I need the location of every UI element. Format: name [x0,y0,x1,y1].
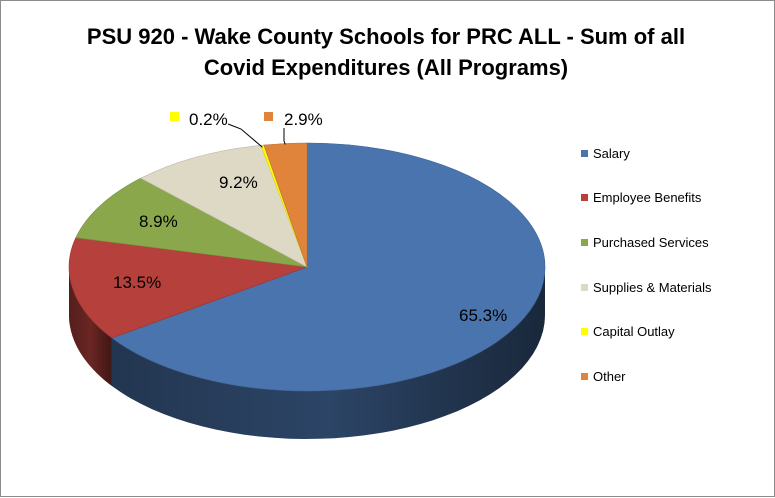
legend-label-other: Other [593,368,626,384]
legend-swatch-purchased-services [581,238,588,246]
pie-slices [68,142,546,392]
legend: Salary Employee Benefits Purchased Servi… [581,131,771,399]
legend-label-capital-outlay: Capital Outlay [593,324,675,340]
data-label-swatch-capital-outlay [170,112,179,121]
pie-slice-employee-benefits [68,237,308,339]
legend-label-salary: Salary [593,145,630,161]
legend-swatch-supplies-materials [581,283,588,291]
data-labels: 65.3% 13.5% 8.9% 9.2% 0.2% 2.9% [113,110,507,325]
data-label-supplies-materials: 9.2% [219,173,258,192]
data-label-swatch-other [264,112,273,121]
chart-title: PSU 920 - Wake County Schools for PRC AL… [41,21,731,83]
pie-side-shading-salary [111,267,546,439]
chart-title-line-1: PSU 920 - Wake County Schools for PRC AL… [86,24,686,49]
legend-swatch-capital-outlay [581,328,588,336]
pie-slice-salary [111,142,546,392]
leader-lines [227,123,286,148]
leader-line-capital-outlay [227,123,263,148]
pie-side-walls [69,267,546,439]
data-label-employee-benefits: 13.5% [113,273,161,292]
legend-item-employee-benefits: Employee Benefits [581,176,771,221]
legend-swatch-employee-benefits [581,194,588,202]
legend-item-other: Other [581,354,771,399]
data-label-purchased-services: 8.9% [139,212,178,231]
legend-swatch-other [581,372,588,380]
legend-item-supplies-materials: Supplies & Materials [581,265,771,310]
legend-item-capital-outlay: Capital Outlay [581,309,771,354]
legend-label-purchased-services: Purchased Services [593,234,709,250]
legend-swatch-salary [581,149,588,157]
data-label-capital-outlay: 0.2% [189,110,228,129]
legend-item-purchased-services: Purchased Services [581,220,771,265]
legend-label-employee-benefits: Employee Benefits [593,190,702,206]
data-label-other: 2.9% [284,110,323,129]
pie-slice-supplies-materials [140,144,308,268]
chart-title-line-2: Covid Expenditures (All Programs) [203,55,569,80]
legend-label-supplies-materials: Supplies & Materials [593,279,712,295]
pie-side-shading-employee-benefits [69,267,112,386]
pie-slice-purchased-services [75,177,308,268]
leader-line-other [283,128,286,145]
data-label-salary: 65.3% [459,306,507,325]
legend-item-salary: Salary [581,131,771,176]
